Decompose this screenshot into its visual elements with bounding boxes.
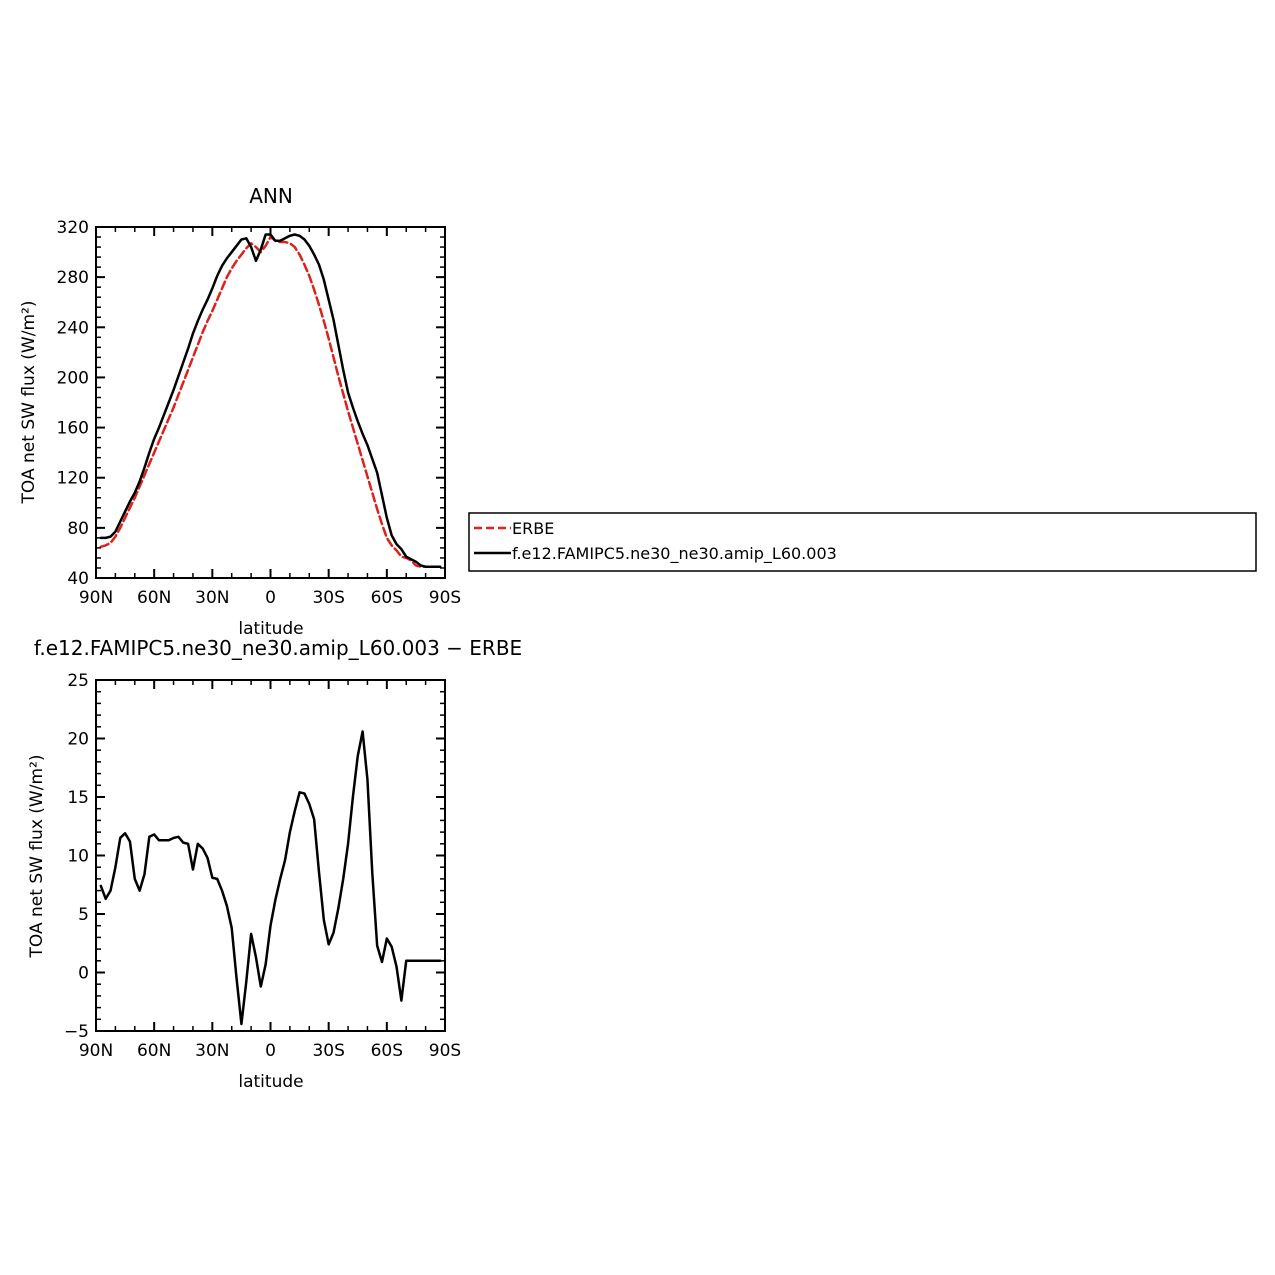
difference-plot-series-line-0 [99, 730, 442, 1026]
difference-plot-xtick-label-3: 0 [265, 1041, 276, 1061]
difference-plot-xtick-label-1: 60N [137, 1041, 171, 1061]
difference-plot-ytick-label-2: 5 [78, 905, 89, 925]
difference-plot: f.e12.FAMIPC5.ne30_ne30.amip_L60.003 − E… [27, 636, 522, 1092]
difference-plot-ytick-label-4: 15 [67, 788, 89, 808]
flux-plot-ytick-label-0: 40 [67, 569, 89, 589]
difference-plot-series-group [99, 730, 442, 1026]
legend-box [468, 512, 1257, 572]
difference-plot-xtick-label-4: 30S [312, 1041, 344, 1061]
flux-plot-xtick-label-2: 30N [195, 588, 229, 608]
difference-plot-ticks: 90N 60N 30N 0 30S 60S 90S −5 0 5 10 15 20 25 [64, 671, 461, 1061]
flux-plot: ANN 90N 60N 30N 0 30S 60S 90S 40 80 120 160 200 240 2… [19, 184, 461, 639]
flux-plot-ytick-label-2: 120 [57, 469, 89, 489]
flux-plot-xtick-label-4: 30S [312, 588, 344, 608]
flux-plot-ticks: 90N 60N 30N 0 30S 60S 90S 40 80 120 160 200 240 280 32… [57, 218, 462, 608]
legend-label-model: f.e12.FAMIPC5.ne30_ne30.amip_L60.003 [512, 544, 837, 564]
flux-plot-series-line-0 [99, 235, 442, 568]
flux-plot-xtick-label-0: 90N [79, 588, 113, 608]
difference-plot-xtick-label-6: 90S [429, 1041, 461, 1061]
flux-plot-title: ANN [249, 184, 293, 208]
flux-plot-ylabel: TOA net SW flux (W/m²) [19, 301, 39, 505]
flux-plot-xtick-label-6: 90S [429, 588, 461, 608]
flux-plot-xtick-label-1: 60N [137, 588, 171, 608]
flux-plot-series-line-1 [99, 233, 442, 568]
flux-plot-xtick-label-5: 60S [371, 588, 403, 608]
legend: ERBE f.e12.FAMIPC5.ne30_ne30.amip_L60.00… [468, 512, 1257, 572]
flux-plot-ytick-label-1: 80 [67, 519, 89, 539]
flux-plot-xtick-label-3: 0 [265, 588, 276, 608]
flux-plot-ytick-label-6: 280 [57, 268, 89, 288]
flux-plot-ytick-label-7: 320 [57, 218, 89, 238]
legend-label-erbe: ERBE [512, 519, 554, 538]
difference-plot-title: f.e12.FAMIPC5.ne30_ne30.amip_L60.003 − E… [34, 636, 522, 660]
difference-plot-ytick-label-0: −5 [64, 1022, 89, 1042]
flux-plot-ytick-label-4: 200 [57, 368, 89, 388]
difference-plot-xtick-label-2: 30N [195, 1041, 229, 1061]
difference-plot-ytick-label-5: 20 [67, 730, 89, 750]
difference-plot-xlabel: latitude [238, 1072, 303, 1092]
flux-plot-series-group [99, 233, 442, 568]
flux-plot-ytick-label-3: 160 [57, 419, 89, 439]
difference-plot-xtick-label-5: 60S [371, 1041, 403, 1061]
difference-plot-ytick-label-6: 25 [67, 671, 89, 691]
difference-plot-frame [95, 679, 446, 1032]
difference-plot-ytick-label-1: 0 [78, 964, 89, 984]
flux-plot-ytick-label-5: 240 [57, 318, 89, 338]
difference-plot-xtick-label-0: 90N [79, 1041, 113, 1061]
difference-plot-ylabel: TOA net SW flux (W/m²) [27, 755, 47, 959]
flux-plot-frame [95, 226, 446, 579]
flux-plot-xlabel: latitude [238, 619, 303, 639]
difference-plot-ytick-label-3: 10 [67, 847, 89, 867]
